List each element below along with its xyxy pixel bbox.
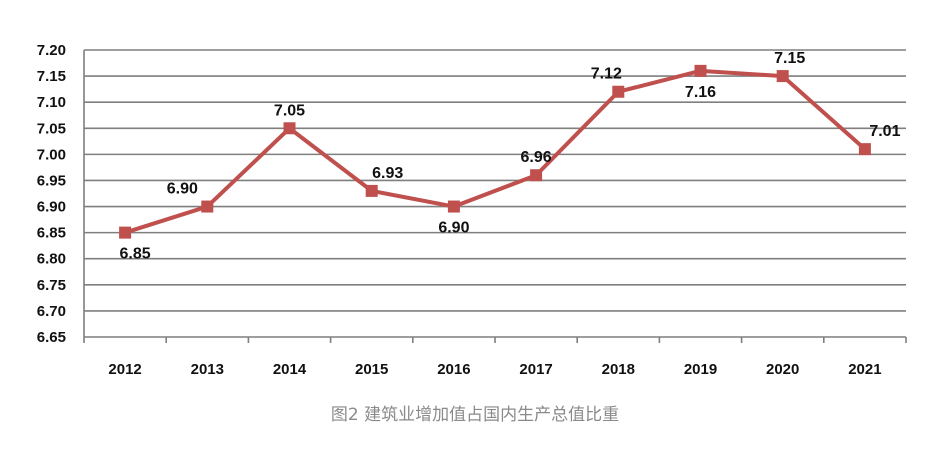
data-label: 7.01	[869, 123, 900, 140]
x-tick-label: 2021	[848, 361, 881, 378]
y-tick-label: 7.15	[37, 68, 66, 85]
y-tick-label: 6.75	[37, 277, 66, 294]
x-tick-label: 2020	[766, 361, 799, 378]
data-label: 6.90	[167, 181, 198, 198]
x-tick-label: 2014	[273, 361, 307, 378]
data-label: 7.05	[274, 102, 305, 119]
data-label: 7.12	[591, 66, 622, 83]
chart-canvas: 7.20 7.15 7.10 7.05 7.00 6.95 6.90 6.85 6.80 6.75…	[37, 42, 907, 378]
y-tick-label: 6.95	[37, 172, 66, 189]
y-tick-label: 7.10	[37, 94, 66, 111]
y-tick-label: 6.90	[37, 199, 66, 216]
data-point-marker	[858, 143, 871, 156]
data-point-marker	[201, 200, 214, 213]
x-tick-label: 2019	[684, 361, 717, 378]
series-line	[124, 68, 867, 235]
y-tick-label: 6.85	[37, 225, 66, 242]
data-label: 6.85	[120, 246, 151, 263]
data-point-marker	[119, 226, 132, 239]
figure-caption: 图2 建筑业增加值占国内生产总值比重	[330, 405, 620, 425]
data-point-marker	[694, 64, 707, 77]
data-point-marker	[447, 200, 460, 213]
y-tick-label: 6.70	[37, 303, 66, 320]
data-label: 7.16	[685, 84, 716, 101]
x-tick-label: 2015	[355, 361, 388, 378]
y-tick-label: 6.80	[37, 251, 66, 268]
x-tick-label: 2013	[191, 361, 224, 378]
data-label: 6.90	[438, 220, 469, 237]
data-point-marker	[612, 85, 625, 98]
data-point-marker	[530, 169, 543, 182]
data-label: 7.15	[774, 50, 805, 67]
y-tick-label: 7.00	[37, 146, 66, 163]
data-point-marker	[365, 184, 378, 197]
data-label: 6.93	[372, 165, 403, 182]
y-tick-label: 6.65	[37, 329, 66, 346]
data-point-marker	[283, 122, 296, 135]
x-tick-label: 2012	[108, 361, 141, 378]
data-point-marker	[776, 70, 789, 83]
y-tick-label: 7.20	[37, 42, 66, 59]
y-tick-label: 7.05	[37, 120, 66, 137]
data-label: 6.96	[521, 149, 552, 166]
x-tick-label: 2016	[437, 361, 470, 378]
x-tick-label: 2017	[519, 361, 552, 378]
line-chart: 7.20 7.15 7.10 7.05 7.00 6.95 6.90 6.85 6.80 6.75…	[37, 42, 907, 378]
x-tick-label: 2018	[602, 361, 635, 378]
